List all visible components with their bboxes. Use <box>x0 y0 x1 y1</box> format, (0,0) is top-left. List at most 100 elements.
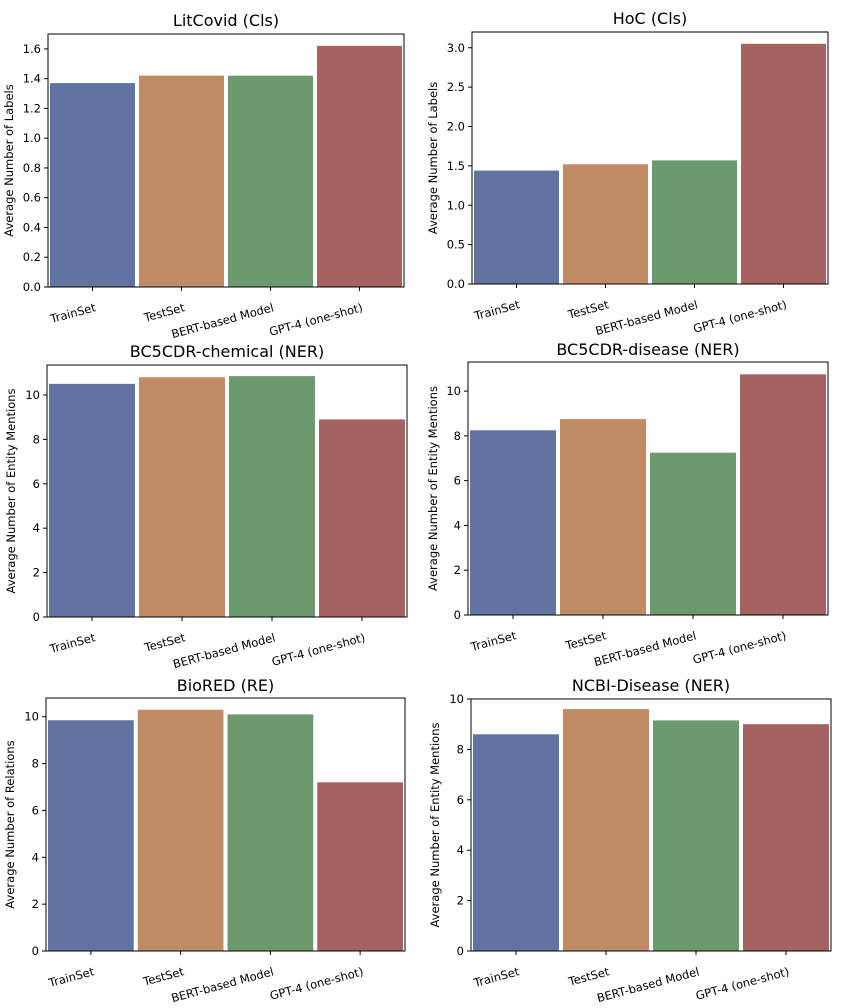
x-tick-label: GPT-4 (one-shot) <box>268 300 365 338</box>
plot-frame <box>47 33 405 288</box>
y-tick-label: 0 <box>457 944 464 958</box>
y-tick-label: 4 <box>33 521 40 535</box>
y-tick-label: 1.0 <box>23 131 41 145</box>
y-tick-label: 6 <box>454 474 461 488</box>
bar-2 <box>139 75 224 287</box>
y-tick-label: 2 <box>454 563 461 577</box>
bar-1 <box>473 734 559 951</box>
x-tick-label: BERT-based Model <box>592 628 697 669</box>
x-tick-label: GPT-4 (one-shot) <box>270 630 367 668</box>
y-tick-label: 3.0 <box>447 41 465 55</box>
y-tick-label: 0.0 <box>447 277 465 291</box>
x-tick-label: GPT-4 (one-shot) <box>268 964 365 1002</box>
x-tick-label: BERT-based Model <box>595 964 700 1005</box>
y-tick-label: 0 <box>33 610 40 624</box>
y-axis-label: Average Number of Entity Mentions <box>426 386 440 591</box>
bar-3 <box>650 452 736 615</box>
x-tick-label: TrainSet <box>48 300 98 326</box>
chart-title: NCBI-Disease (NER) <box>572 676 730 695</box>
y-tick-label: 8 <box>32 757 39 771</box>
bar-3 <box>227 714 314 951</box>
y-tick-label: 4 <box>454 518 461 532</box>
x-tick-label: TrainSet <box>472 297 522 323</box>
y-tick-label: 6 <box>457 793 464 807</box>
y-tick-label: 6 <box>32 803 39 817</box>
bar-1 <box>474 170 559 284</box>
y-tick-label: 10 <box>446 384 461 398</box>
y-tick-label: 0.2 <box>23 250 41 264</box>
chart-title: HoC (Cls) <box>613 9 688 28</box>
y-tick-label: 4 <box>457 843 464 857</box>
chart-panel-1: 0.0 0.2 0.4 0.6 0.8 1.0 1.2 1.4 1.6 TrainSet TestS… <box>2 11 405 341</box>
x-tick-label: BERT-based Model <box>594 297 699 338</box>
y-tick-label: 0.6 <box>23 191 41 205</box>
x-tick-label: GPT-4 (one-shot) <box>694 964 791 1002</box>
bar-4 <box>740 374 826 615</box>
y-axis-label: Average Number of Relations <box>3 740 17 908</box>
x-tick-label: TestSet <box>141 964 186 989</box>
x-tick-label: TrainSet <box>46 964 96 990</box>
chart-title: BC5CDR-chemical (NER) <box>130 342 324 361</box>
x-tick-label: BERT-based Model <box>170 964 275 1005</box>
x-tick-label: TrainSet <box>471 964 521 990</box>
x-tick-label: TestSet <box>566 964 611 989</box>
bar-1 <box>48 720 134 951</box>
y-tick-label: 2.5 <box>447 80 465 94</box>
y-tick-label: 10 <box>449 692 464 706</box>
bar-4 <box>741 43 826 285</box>
y-tick-label: 1.0 <box>447 198 465 212</box>
y-tick-label: 0.5 <box>447 238 465 252</box>
bar-2 <box>139 377 225 617</box>
y-tick-label: 10 <box>25 388 40 402</box>
y-tick-label: 8 <box>33 432 40 446</box>
x-tick-label: GPT-4 (one-shot) <box>691 628 788 666</box>
plot-frame <box>470 698 832 952</box>
y-tick-label: 6 <box>33 477 40 491</box>
y-tick-label: 10 <box>24 710 39 724</box>
chart-title: BC5CDR-disease (NER) <box>556 340 739 359</box>
y-tick-label: 1.5 <box>447 159 465 173</box>
bar-2 <box>563 164 648 284</box>
y-tick-label: 1.6 <box>23 42 41 56</box>
y-axis-label: Average Number of Entity Mentions <box>428 722 442 927</box>
plot-frame <box>471 31 829 285</box>
y-tick-label: 2 <box>457 894 464 908</box>
x-tick-label: TrainSet <box>47 630 97 656</box>
x-tick-label: TestSet <box>566 297 611 322</box>
chart-title: LitCovid (Cls) <box>173 11 279 30</box>
y-axis-label: Average Number of Labels <box>2 84 16 237</box>
y-tick-label: 8 <box>457 742 464 756</box>
bar-3 <box>652 160 737 284</box>
bar-2 <box>137 709 224 951</box>
y-tick-label: 8 <box>454 429 461 443</box>
y-tick-label: 0.8 <box>23 161 41 175</box>
x-tick-label: TrainSet <box>468 628 518 654</box>
bar-4 <box>743 724 829 951</box>
x-tick-label: BERT-based Model <box>170 300 275 341</box>
bar-1 <box>470 430 556 615</box>
x-tick-label: BERT-based Model <box>171 630 276 671</box>
bar-3 <box>228 75 313 287</box>
y-tick-label: 0.4 <box>23 220 41 234</box>
plot-frame <box>46 364 408 618</box>
y-tick-label: 0 <box>32 944 39 958</box>
x-tick-label: TestSet <box>563 628 608 653</box>
bar-4 <box>317 45 402 287</box>
bar-1 <box>50 83 135 287</box>
y-tick-label: 0.0 <box>23 280 41 294</box>
bar-1 <box>49 383 135 617</box>
bar-2 <box>560 419 646 615</box>
plot-frame <box>45 697 406 952</box>
plot-frame <box>467 361 829 616</box>
y-tick-label: 4 <box>32 850 39 864</box>
x-tick-label: TestSet <box>142 630 187 655</box>
bar-3 <box>653 720 739 951</box>
y-tick-label: 1.4 <box>23 72 41 86</box>
bar-2 <box>563 709 649 951</box>
y-axis-label: Average Number of Entity Mentions <box>4 388 18 593</box>
y-tick-label: 0 <box>454 608 461 622</box>
